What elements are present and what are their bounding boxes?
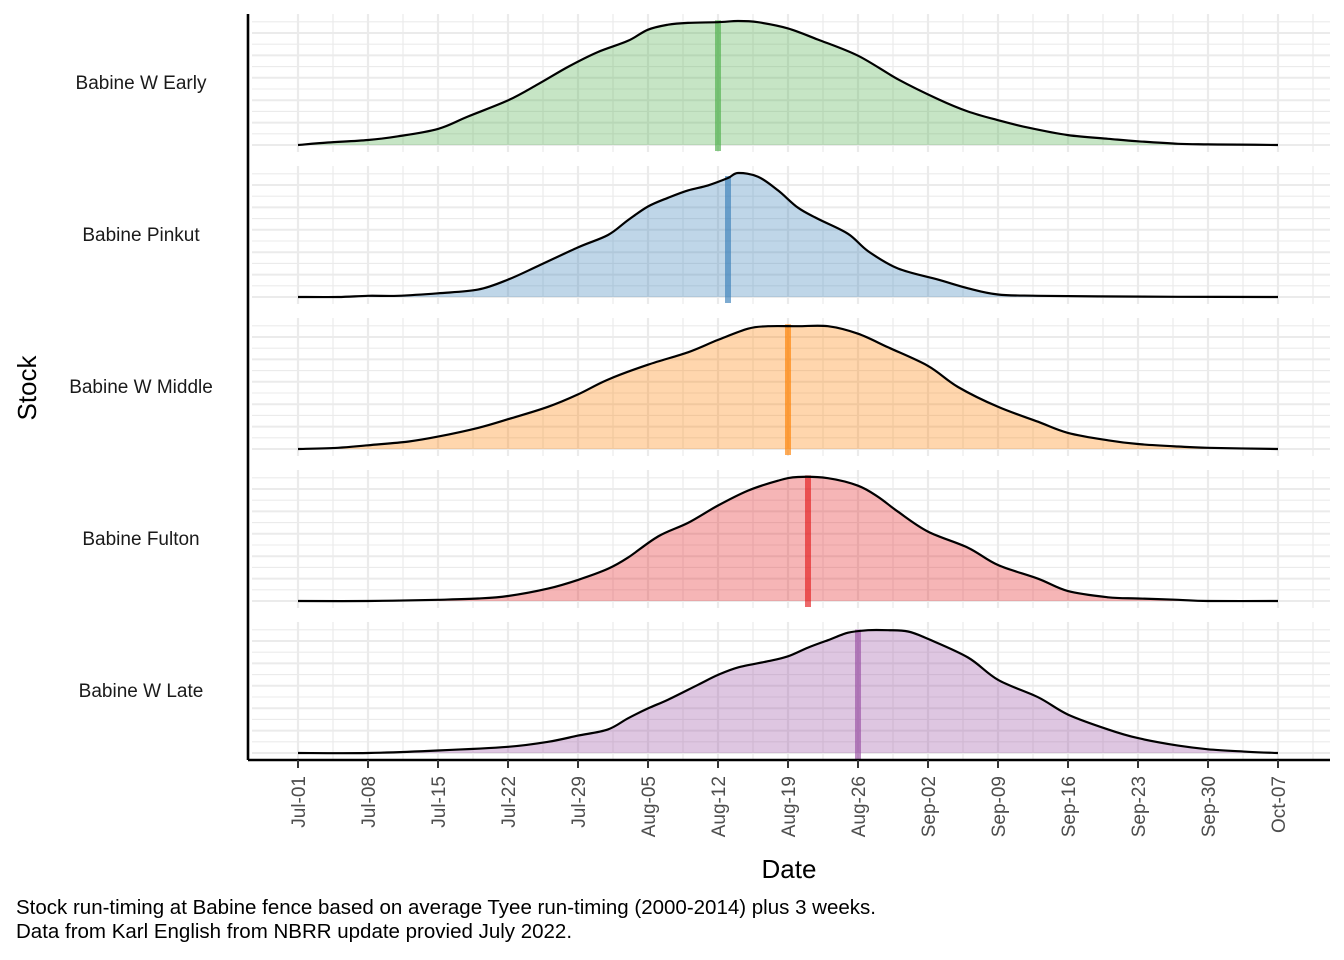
x-tick-label: Oct-07: [1269, 776, 1290, 833]
ridge-babine-w-early: [298, 20, 1278, 151]
stock-label: Babine W Middle: [69, 377, 213, 398]
x-tick-label: Jul-08: [359, 776, 380, 828]
x-axis-title: Date: [762, 854, 817, 884]
ridge-fill: [298, 477, 1278, 601]
x-tick-label: Aug-26: [849, 776, 870, 837]
ridgeline-chart: Jul-01 Jul-08 Jul-15 Jul-22 Jul-29 Aug-05 Aug-…: [0, 0, 1344, 890]
x-tick-label: Sep-23: [1129, 776, 1150, 837]
stock-labels: Babine W Early Babine Pinkut Babine W Midd…: [69, 73, 213, 702]
x-tick-label: Jul-15: [429, 776, 450, 828]
x-tick-label: Sep-09: [989, 776, 1010, 837]
caption-line-2: Data from Karl English from NBRR update …: [16, 920, 572, 944]
x-tick-label: Aug-19: [779, 776, 800, 837]
caption-line-1: Stock run-timing at Babine fence based o…: [16, 896, 876, 920]
x-tick-label: Aug-12: [709, 776, 730, 837]
stock-label: Babine Fulton: [82, 529, 199, 550]
x-tick-label: Sep-30: [1199, 776, 1220, 837]
stock-label: Babine Pinkut: [82, 225, 200, 246]
x-tick-label: Sep-02: [919, 776, 940, 837]
x-tick-label: Jul-29: [569, 776, 590, 828]
stock-label: Babine W Late: [79, 681, 204, 702]
x-tick-labels: Jul-01 Jul-08 Jul-15 Jul-22 Jul-29 Aug-05 Aug-…: [289, 760, 1290, 837]
y-axis-title: Stock: [12, 354, 42, 420]
x-tick-label: Jul-01: [289, 776, 310, 828]
ridge-babine-fulton: [298, 475, 1278, 607]
ridge-babine-w-middle: [298, 324, 1278, 455]
x-tick-label: Aug-05: [639, 776, 660, 837]
stock-label: Babine W Early: [76, 73, 207, 94]
x-tick-label: Jul-22: [499, 776, 520, 828]
x-tick-label: Sep-16: [1059, 776, 1080, 837]
